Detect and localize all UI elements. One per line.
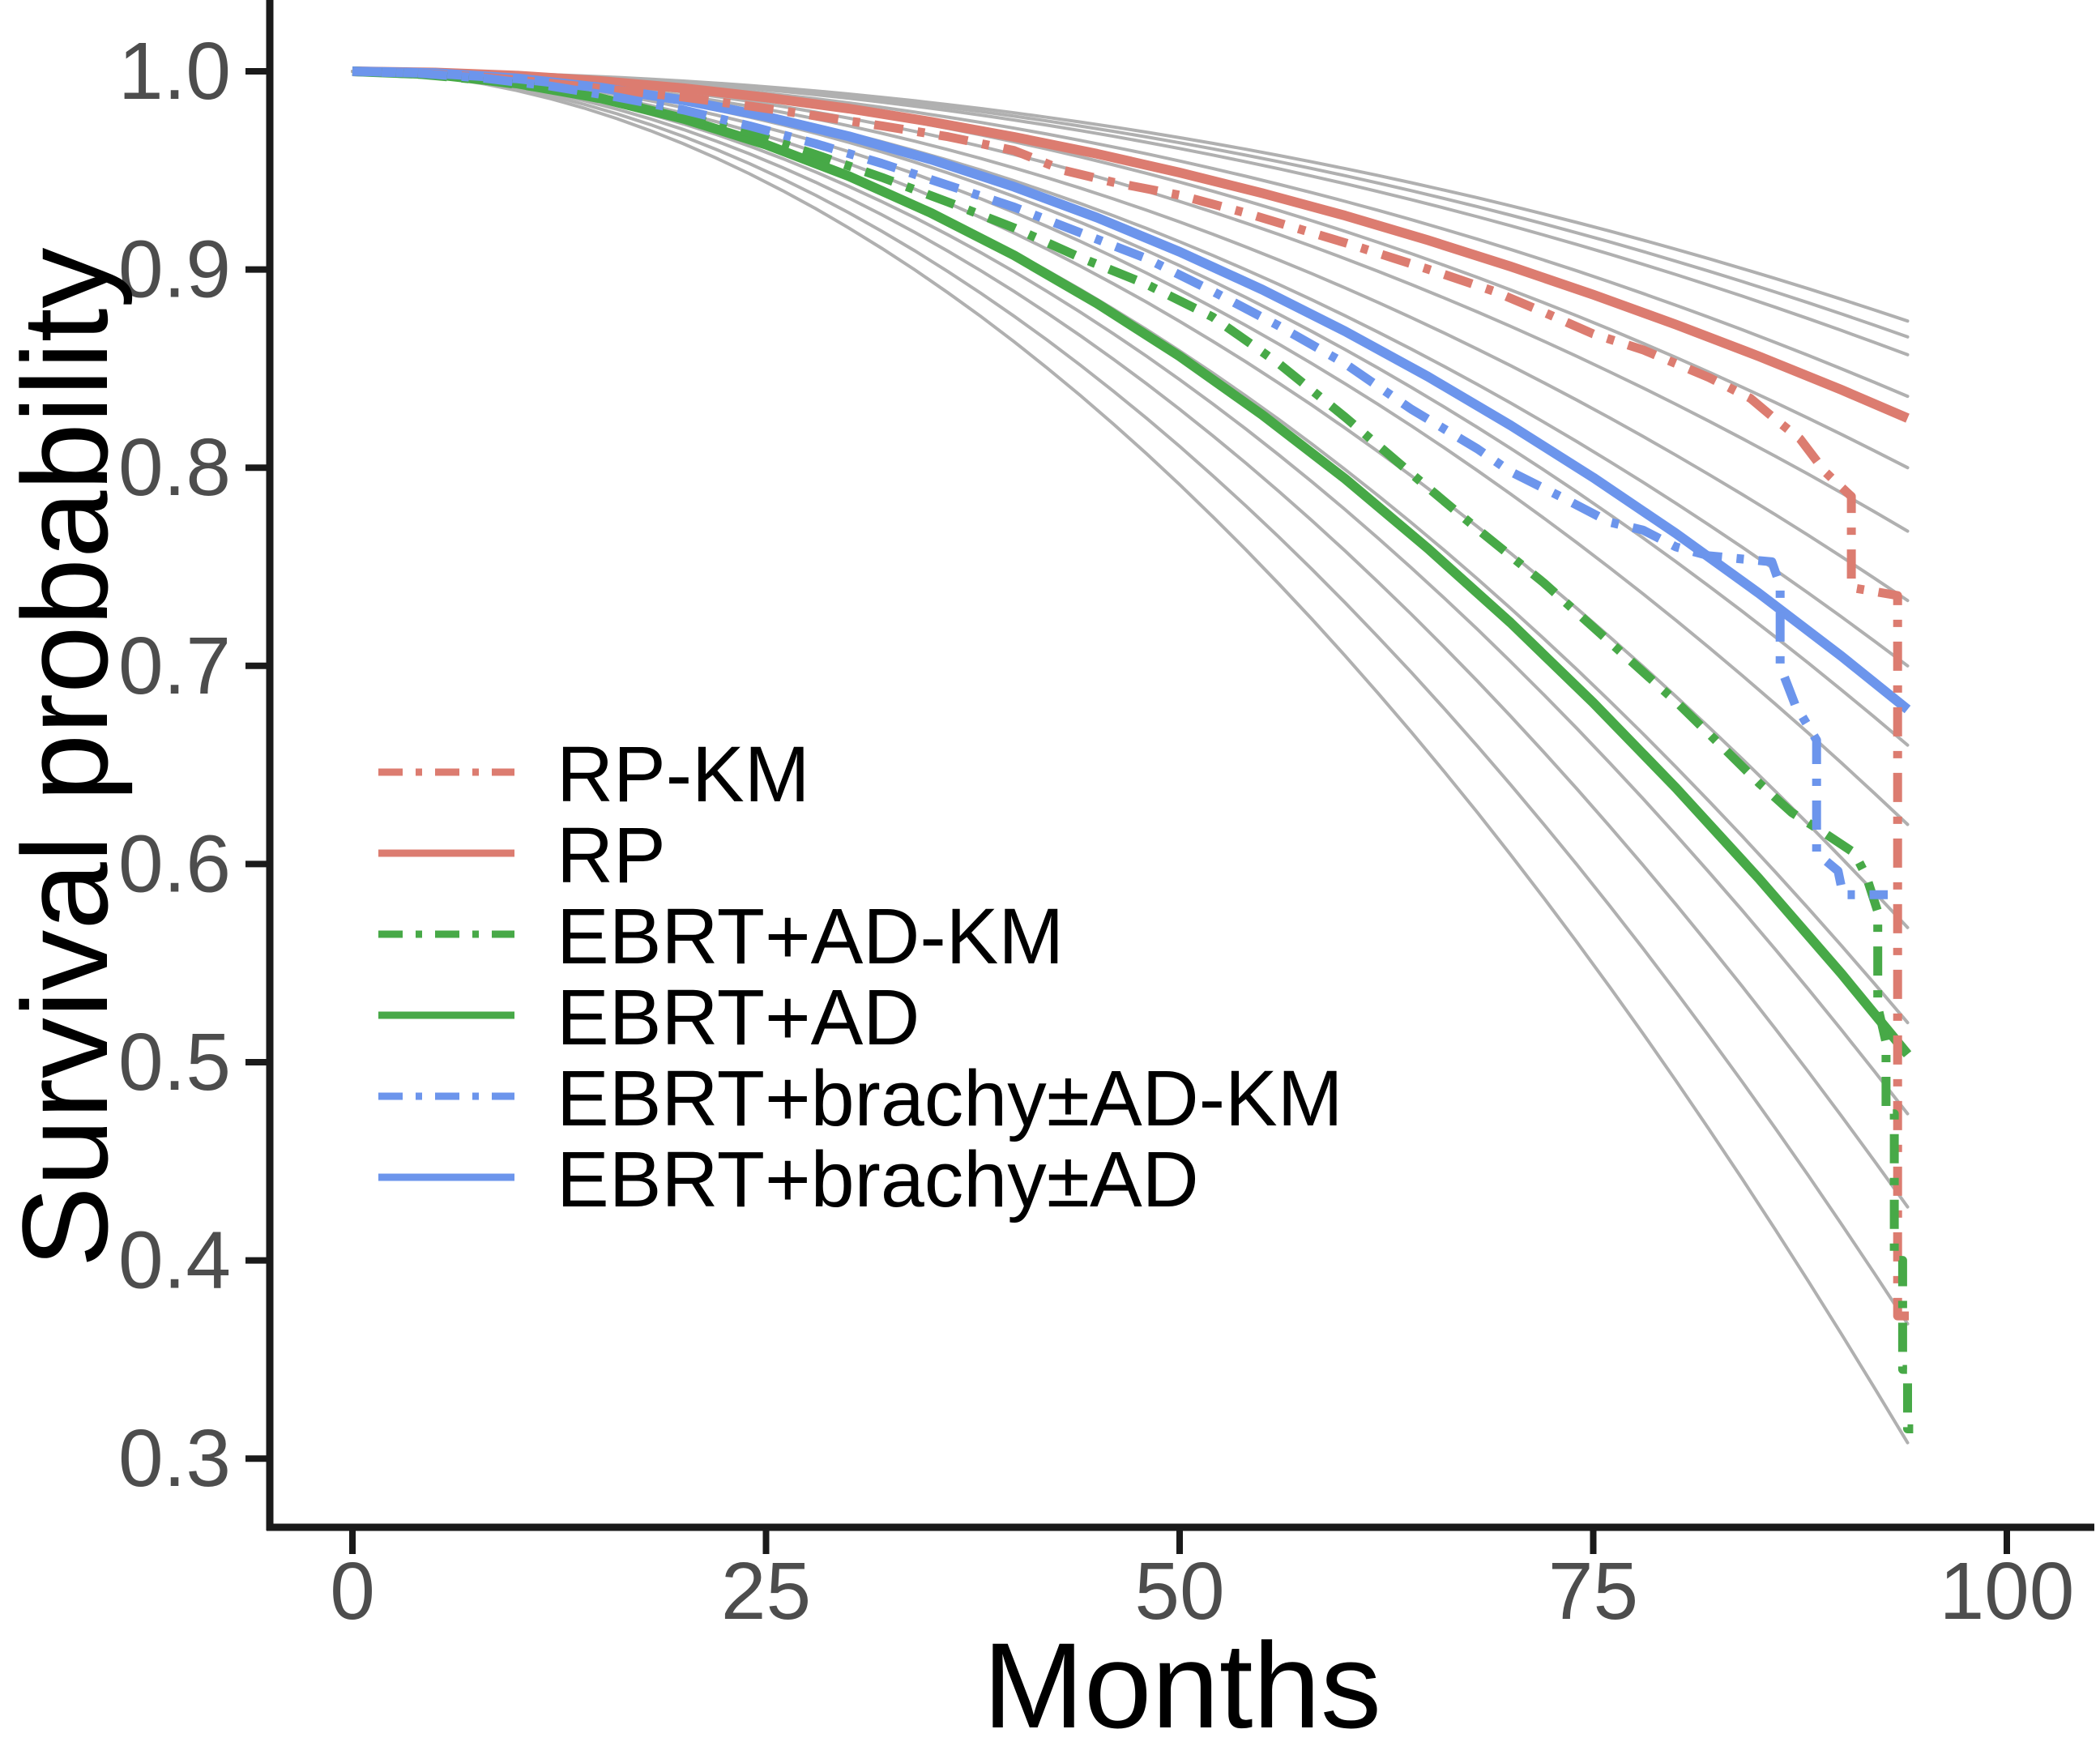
y-tick-label: 1.0	[118, 26, 231, 117]
y-axis-title: Survival probability	[0, 247, 133, 1268]
y-axis-ticks-group: 0.3 0.4 0.5 0.6 0.7 0.8 0.9 1.0	[118, 26, 270, 1504]
x-axis-title: Months	[983, 1617, 1381, 1742]
legend-label: EBRT+brachy±AD-KM	[557, 1054, 1343, 1142]
legend-label: EBRT+brachy±AD	[557, 1135, 1199, 1223]
legend-item: RP-KM	[378, 730, 810, 818]
legend-item: EBRT+brachy±AD-KM	[378, 1054, 1343, 1142]
x-axis-ticks-group: 0 25 50 75 100	[330, 1527, 2074, 1637]
series-curve-rp	[352, 66, 1910, 423]
legend-item: EBRT+AD	[378, 973, 920, 1061]
legend-label: RP	[557, 811, 666, 899]
y-tick-label: 0.4	[118, 1215, 231, 1306]
reference-curve-2	[351, 70, 1910, 357]
y-tick-label: 0.6	[118, 818, 231, 909]
legend-item: EBRT+AD-KM	[378, 892, 1064, 980]
y-tick-label: 0.8	[118, 422, 231, 513]
legend-item: EBRT+brachy±AD	[378, 1135, 1199, 1223]
x-tick-label: 25	[721, 1546, 811, 1637]
x-tick-label: 75	[1548, 1546, 1638, 1637]
reference-curve-8	[351, 70, 1910, 747]
series-curve-ebrt-brachy-ad	[352, 66, 1911, 714]
x-tick-label: 0	[330, 1546, 375, 1637]
y-tick-label: 0.5	[118, 1017, 231, 1108]
legend-label: EBRT+AD	[557, 973, 920, 1061]
reference-curve-13	[351, 70, 1910, 1209]
legend-item: RP	[378, 811, 666, 899]
reference-curve-14	[351, 70, 1910, 1326]
series-curve-rp-km	[352, 66, 1921, 1321]
series-group	[352, 66, 1921, 1433]
y-tick-label: 0.9	[118, 224, 231, 315]
legend: RP-KMRPEBRT+AD-KMEBRT+ADEBRT+brachy±AD-K…	[378, 730, 1343, 1223]
x-tick-label: 50	[1134, 1546, 1224, 1637]
y-tick-label: 0.3	[118, 1413, 231, 1504]
series-curve-ebrt-brachy-ad-km	[352, 66, 1888, 899]
reference-curve-15	[351, 70, 1910, 1445]
series-curve-ebrt-ad-km	[352, 66, 1914, 1433]
y-tick-label: 0.7	[118, 621, 231, 711]
legend-label: RP-KM	[557, 730, 810, 818]
x-tick-label: 100	[1940, 1546, 2075, 1637]
legend-label: EBRT+AD-KM	[557, 892, 1064, 980]
